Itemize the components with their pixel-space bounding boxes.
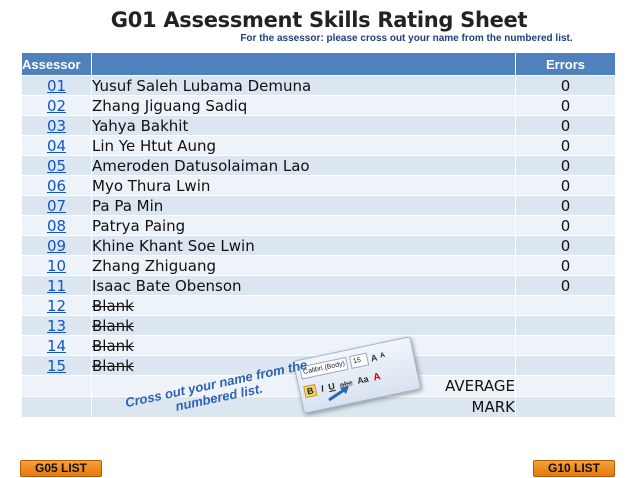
- assessor-number-link[interactable]: 09: [46, 236, 67, 255]
- page-subtitle: For the assessor: please cross out your …: [240, 33, 573, 44]
- assessor-number-link[interactable]: 13: [46, 316, 67, 335]
- errors-cell: [515, 295, 616, 316]
- table-row: 04 Lin Ye Htut Aung 0: [21, 135, 616, 156]
- assessor-number-link[interactable]: 07: [46, 196, 67, 215]
- assessor-name-cell: Zhang Zhiguang: [91, 255, 516, 276]
- assessor-name-cell: Ameroden Datusolaiman Lao: [91, 155, 516, 176]
- page-title: G01 Assessment Skills Rating Sheet: [110, 8, 528, 32]
- table-row: 06 Myo Thura Lwin 0: [21, 175, 616, 196]
- assessor-number-link[interactable]: 10: [46, 256, 67, 275]
- errors-cell: 0: [515, 95, 616, 116]
- average-row-num-cell: [21, 375, 92, 397]
- assessor-number-link[interactable]: 12: [46, 296, 67, 315]
- assessor-name-cell: Khine Khant Soe Lwin: [91, 235, 516, 256]
- table-row: 10 Zhang Zhiguang 0: [21, 255, 616, 276]
- assessor-number-cell: 03: [21, 115, 92, 136]
- g10-list-button[interactable]: G10 LIST: [533, 460, 615, 477]
- assessor-number-link[interactable]: 14: [46, 336, 67, 355]
- assessor-number-link[interactable]: 04: [46, 136, 67, 155]
- table-row: 03 Yahya Bakhit 0: [21, 115, 616, 136]
- table-row: 07 Pa Pa Min 0: [21, 195, 616, 216]
- errors-cell: 0: [515, 115, 616, 136]
- mark-value-cell: [515, 396, 616, 418]
- assessor-number-cell: 07: [21, 195, 92, 216]
- errors-cell: 0: [515, 235, 616, 256]
- errors-column-header: Errors: [515, 52, 616, 76]
- errors-cell: 0: [515, 175, 616, 196]
- assessor-name-cell: Isaac Bate Obenson: [91, 275, 516, 296]
- assessor-number-link[interactable]: 01: [46, 76, 67, 95]
- assessor-name-cell: Yusuf Saleh Lubama Demuna: [91, 75, 516, 96]
- g05-list-button[interactable]: G05 LIST: [20, 460, 102, 477]
- assessor-number-link[interactable]: 05: [46, 156, 67, 175]
- average-value-cell: [515, 375, 616, 397]
- assessor-name-cell: Blank: [91, 335, 516, 356]
- errors-cell: 0: [515, 155, 616, 176]
- assessor-name-cell: Blank: [91, 295, 516, 316]
- assessor-number-cell: 10: [21, 255, 92, 276]
- assessor-name-cell: Lin Ye Htut Aung: [91, 135, 516, 156]
- assessor-name-cell: Blank: [91, 315, 516, 336]
- pointer-arrow-icon: [328, 386, 349, 402]
- assessor-number-cell: 06: [21, 175, 92, 196]
- assessor-number-link[interactable]: 06: [46, 176, 67, 195]
- change-case-icon: Aa: [356, 373, 370, 386]
- errors-cell: 0: [515, 255, 616, 276]
- assessor-number-cell: 15: [21, 355, 92, 376]
- assessor-column-header: Assessor: [21, 52, 92, 76]
- errors-cell: [515, 315, 616, 336]
- table-body: 01 Yusuf Saleh Lubama Demuna 0 02 Zhang Jigu…: [21, 75, 616, 376]
- assessor-number-cell: 04: [21, 135, 92, 156]
- table-row: 12 Blank: [21, 295, 616, 316]
- mark-row-num-cell: [21, 396, 92, 418]
- assessor-number-cell: 14: [21, 335, 92, 356]
- assessor-name-cell: Myo Thura Lwin: [91, 175, 516, 196]
- assessor-number-link[interactable]: 15: [46, 356, 67, 375]
- assessor-number-cell: 09: [21, 235, 92, 256]
- assessor-name-cell: Pa Pa Min: [91, 195, 516, 216]
- table-row: 01 Yusuf Saleh Lubama Demuna 0: [21, 75, 616, 96]
- assessor-number-link[interactable]: 02: [46, 96, 67, 115]
- assessor-number-cell: 02: [21, 95, 92, 116]
- table-header-row: Assessor Errors: [21, 52, 616, 76]
- assessor-number-link[interactable]: 03: [46, 116, 67, 135]
- table-row: 09 Khine Khant Soe Lwin 0: [21, 235, 616, 256]
- errors-cell: 0: [515, 275, 616, 296]
- grow-font-icon: A: [369, 352, 379, 364]
- table-row: 13 Blank: [21, 315, 616, 336]
- shrink-font-icon: A: [379, 351, 386, 360]
- assessor-number-cell: 12: [21, 295, 92, 316]
- errors-cell: 0: [515, 135, 616, 156]
- table-row: 08 Patrya Paing 0: [21, 215, 616, 236]
- table-row: 05 Ameroden Datusolaiman Lao 0: [21, 155, 616, 176]
- assessor-number-link[interactable]: 11: [46, 276, 67, 295]
- errors-cell: [515, 335, 616, 356]
- assessor-number-cell: 08: [21, 215, 92, 236]
- errors-cell: 0: [515, 75, 616, 96]
- assessor-number-cell: 01: [21, 75, 92, 96]
- errors-cell: 0: [515, 215, 616, 236]
- rating-table: Assessor Errors 01 Yusuf Saleh Lubama Dem…: [21, 52, 616, 418]
- font-size-box: 15: [348, 352, 370, 369]
- font-color-icon: A: [372, 370, 382, 384]
- assessor-number-cell: 13: [21, 315, 92, 336]
- assessor-number-link[interactable]: 08: [46, 216, 67, 235]
- italic-icon: I: [320, 383, 325, 394]
- errors-cell: [515, 355, 616, 376]
- assessor-name-cell: Patrya Paing: [91, 215, 516, 236]
- table-row: 11 Isaac Bate Obenson 0: [21, 275, 616, 296]
- assessor-number-cell: 11: [21, 275, 92, 296]
- errors-cell: 0: [515, 195, 616, 216]
- assessor-name-cell: Yahya Bakhit: [91, 115, 516, 136]
- table-row: 14 Blank: [21, 335, 616, 356]
- table-row: 02 Zhang Jiguang Sadiq 0: [21, 95, 616, 116]
- assessor-number-cell: 05: [21, 155, 92, 176]
- name-column-header: [91, 52, 516, 76]
- assessor-name-cell: Zhang Jiguang Sadiq: [91, 95, 516, 116]
